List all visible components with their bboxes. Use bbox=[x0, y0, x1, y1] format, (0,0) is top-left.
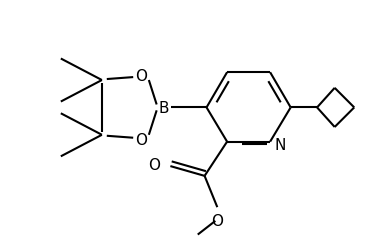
Text: O: O bbox=[135, 133, 147, 148]
Text: O: O bbox=[135, 68, 147, 83]
Text: B: B bbox=[158, 101, 169, 115]
Text: N: N bbox=[274, 138, 285, 152]
Text: O: O bbox=[148, 157, 161, 172]
Text: O: O bbox=[211, 213, 223, 228]
